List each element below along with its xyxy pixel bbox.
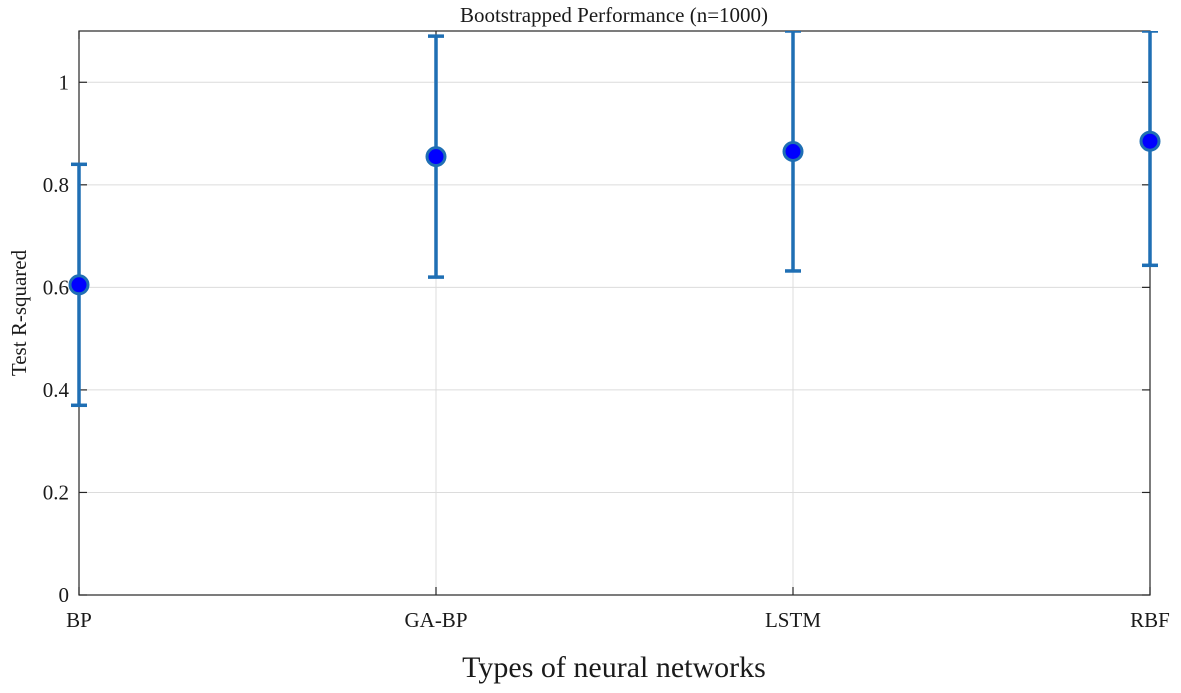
data-point (1139, 130, 1161, 152)
data-layer (68, 31, 1161, 408)
y-tick-label: 1 (59, 70, 70, 94)
plot-frame (78, 30, 1151, 596)
data-point (68, 274, 90, 296)
y-tick-label: 0.4 (43, 378, 70, 402)
data-point (425, 146, 447, 168)
tick-layer: 0 0.2 0.4 0.6 0.8 1 BP GA-BP LSTM RBF (43, 31, 1170, 632)
y-tick-label: 0 (59, 583, 70, 607)
series-group (71, 31, 1158, 408)
x-tick-label: LSTM (765, 608, 821, 632)
y-axis-label: Test R-squared (7, 249, 31, 376)
grid-layer (79, 31, 1150, 595)
y-tick-label: 0.6 (43, 275, 69, 299)
x-tick-label: RBF (1130, 608, 1170, 632)
y-tick-label: 0.2 (43, 480, 69, 504)
data-point (782, 140, 804, 162)
x-tick-label: GA-BP (404, 608, 467, 632)
y-tick-label: 0.8 (43, 173, 69, 197)
x-axis-label: Types of neural networks (462, 651, 766, 684)
chart-title: Bootstrapped Performance (n=1000) (460, 3, 768, 27)
x-tick-label: BP (66, 608, 92, 632)
